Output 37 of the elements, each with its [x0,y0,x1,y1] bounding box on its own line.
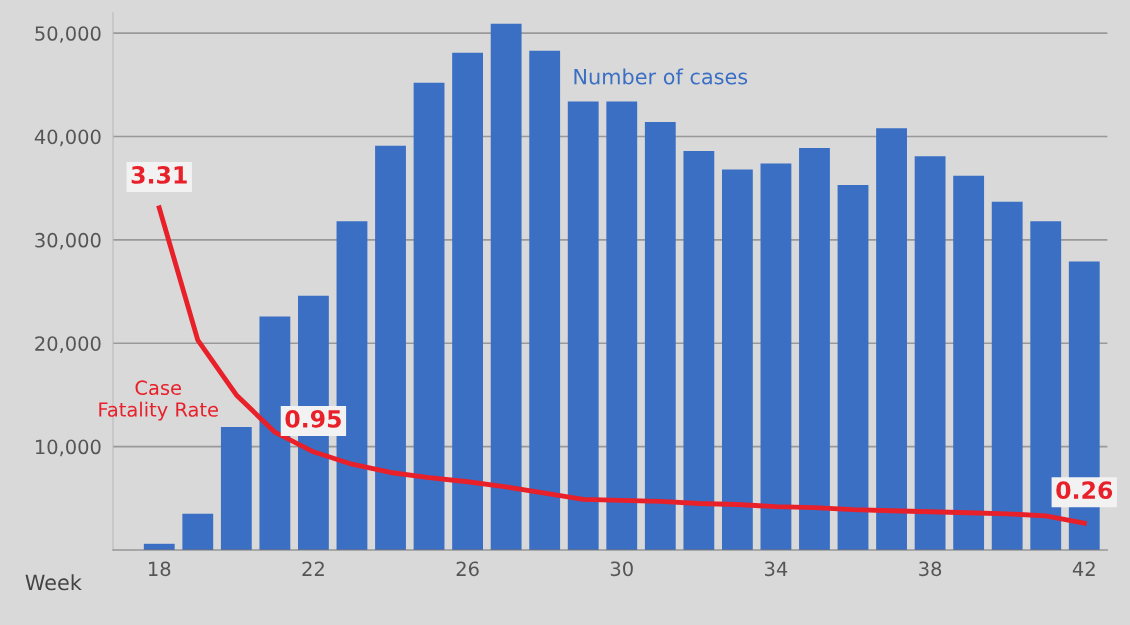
bar [683,151,715,550]
bar [529,50,561,550]
bar [375,145,406,550]
data-label: 0.26 [1056,481,1113,500]
x-tick-label: 22 [302,561,324,576]
series-label: Case Fatality Rate [99,380,218,421]
series-label: Number of cases [574,68,748,85]
x-tick-label: 30 [610,561,633,577]
bar [490,23,522,550]
y-tick-label: 30,000 [35,232,101,250]
bar [606,101,638,550]
bar [413,82,445,550]
bar [876,128,907,550]
x-tick-label: 26 [456,561,479,577]
bar [721,169,753,550]
y-tick-label: 50,000 [35,26,101,43]
y-tick-label: 40,000 [34,129,101,147]
bar [182,513,214,550]
bar [799,147,830,550]
y-tick-label: 20,000 [35,336,101,353]
x-tick-label: 38 [919,561,942,577]
bar [991,201,1023,550]
data-label: 3.31 [131,165,187,184]
bar [760,163,792,550]
bar [953,175,985,550]
x-tick-label: 42 [1072,561,1095,576]
x-axis-title: Week [25,574,82,591]
bar [644,122,676,550]
x-tick-label: 34 [765,561,788,577]
x-tick-label: 18 [149,561,171,577]
bar [914,156,946,550]
bar [837,185,869,550]
y-tick-label: 10,000 [35,439,101,457]
bar [452,52,484,550]
bar [567,101,599,550]
bar [220,427,252,550]
data-label: 0.95 [285,409,341,428]
